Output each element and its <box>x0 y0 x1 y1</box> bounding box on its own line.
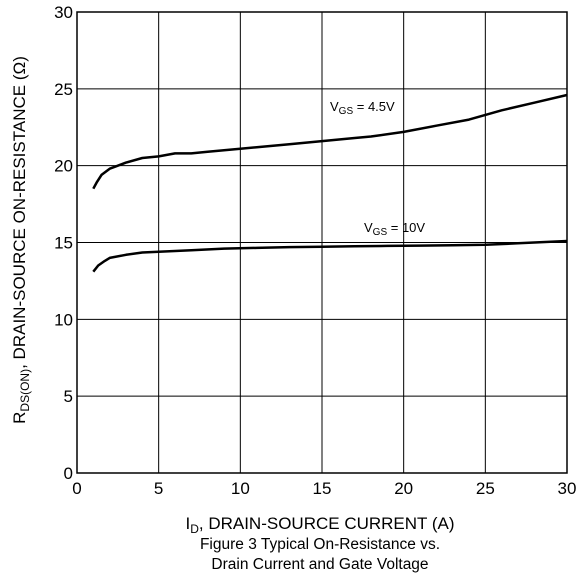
series-label-0: VGS = 4.5V <box>330 99 395 117</box>
caption-line-2: Drain Current and Gate Voltage <box>211 556 428 573</box>
y-tick-label-6: 30 <box>54 3 73 22</box>
y-tick-label-3: 15 <box>54 234 73 253</box>
y-tick-label-2: 10 <box>54 310 73 329</box>
x-tick-label-0: 0 <box>72 479 81 498</box>
series-lines <box>92 93 568 273</box>
x-tick-labels: 0 5 10 15 20 25 30 <box>72 479 576 498</box>
series-label-1: VGS = 10V <box>364 220 425 238</box>
x-tick-label-5: 25 <box>476 479 495 498</box>
grid <box>76 11 568 474</box>
y-tick-label-0: 0 <box>64 464 73 483</box>
series-line-1 <box>92 239 568 273</box>
series-line-0 <box>92 93 568 190</box>
x-tick-label-2: 10 <box>231 479 250 498</box>
x-tick-label-1: 5 <box>154 479 163 498</box>
y-tick-labels: 0 5 10 15 20 25 30 <box>54 3 73 483</box>
x-axis-label: ID, DRAIN-SOURCE CURRENT (A) <box>185 514 454 536</box>
y-tick-label-4: 20 <box>54 157 73 176</box>
plot-frame <box>76 11 568 474</box>
y-axis-label: RDS(ON), DRAIN-SOURCE ON-RESISTANCE (Ω) <box>10 56 32 424</box>
x-tick-label-4: 20 <box>394 479 413 498</box>
series-labels: VGS = 4.5V VGS = 10V <box>330 99 425 238</box>
y-tick-label-5: 25 <box>54 80 73 99</box>
caption-line-1: Figure 3 Typical On-Resistance vs. <box>200 536 440 553</box>
y-tick-label-1: 5 <box>64 387 73 406</box>
x-tick-label-6: 30 <box>558 479 577 498</box>
x-tick-label-3: 15 <box>313 479 332 498</box>
